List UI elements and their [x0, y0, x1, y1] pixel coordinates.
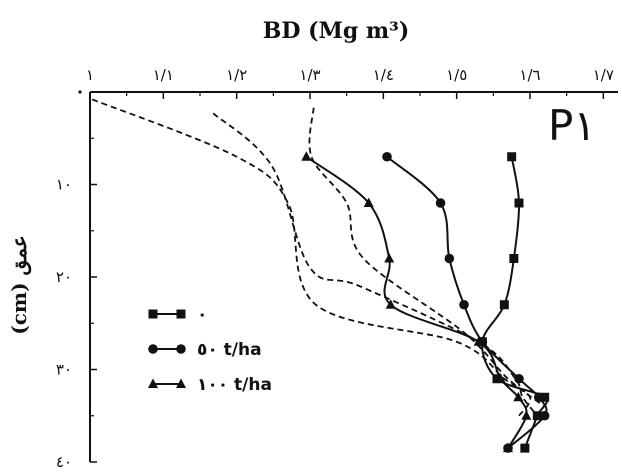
x-tick-label: ١/٢: [226, 66, 247, 84]
data-point-square: [514, 198, 524, 208]
x-tick-label: ١/٣: [299, 66, 320, 84]
data-point-circle: [514, 373, 524, 384]
x-tick-label: ١: [86, 66, 94, 84]
data-point-circle: [382, 151, 392, 162]
panel-label: P١: [548, 101, 596, 150]
data-point-square: [507, 152, 517, 162]
data-point-square: [509, 254, 519, 263]
y-tick-label: ٢٠: [56, 268, 72, 286]
x-tick-label: ١/٦: [519, 66, 540, 84]
data-point-square: [176, 309, 186, 319]
data-point-triangle: [384, 253, 395, 263]
series-line: [305, 155, 528, 449]
data-point-square: [148, 309, 158, 319]
data-point-circle: [435, 198, 446, 208]
series-3: [301, 151, 532, 453]
series-1: [477, 152, 550, 453]
data-point-triangle: [495, 373, 506, 383]
data-point-triangle: [503, 442, 513, 453]
x-tick-label: ١/١: [153, 66, 174, 84]
data-point-square: [499, 300, 509, 310]
y-tick-label: ٣٠: [56, 361, 72, 379]
data-point-square: [520, 443, 530, 453]
series-line: [308, 107, 546, 408]
data-point-circle: [176, 344, 186, 354]
x-tick-label: ١/٤: [373, 66, 394, 84]
data-point-triangle: [513, 391, 524, 402]
chart-title: BD (Mg m³): [263, 18, 409, 44]
data-point-circle: [459, 299, 469, 310]
axes: ١ ١/١ ١/٢ ١/٣ ١/٤ ١/٥ ١/٦ ١/٧ ١٠ ٢٠ ٣٠ ٤٠: [56, 66, 618, 471]
data-point-triangle: [301, 151, 312, 161]
x-tick-label: ١/٥: [446, 66, 467, 84]
series-line: [91, 98, 532, 417]
data-point-square: [540, 392, 550, 402]
y-tick-label: ١٠: [56, 176, 72, 194]
legend-label: ٠: [197, 305, 207, 325]
series-2: [382, 151, 550, 453]
data-point-triangle: [148, 378, 158, 388]
legend-label: ١٠٠ t/ha: [197, 375, 272, 395]
legend-item: ١٠٠ t/ha: [148, 375, 272, 395]
series-4: [91, 98, 532, 417]
data-point-circle: [444, 253, 455, 264]
legend-item: ٠: [148, 305, 207, 325]
series-line: [212, 112, 539, 417]
y-axis-label: (cm) عمق: [7, 235, 32, 334]
data-point-triangle: [176, 378, 186, 388]
legend-item: ٥٠ t/ha: [148, 340, 262, 360]
data-point-circle: [148, 344, 158, 354]
legend-label: ٥٠ t/ha: [197, 340, 262, 360]
data-point-square: [492, 374, 502, 384]
data-point-triangle: [385, 299, 396, 309]
data-point-triangle: [363, 197, 374, 207]
series-6: [308, 107, 546, 408]
y-tick-label: ٤٠: [56, 453, 72, 471]
data-point-triangle: [521, 410, 532, 420]
origin-dot: [78, 90, 82, 94]
series-5: [212, 112, 539, 417]
series-layer: [91, 98, 550, 453]
legend: ٠ ٥٠ t/ha ١٠٠ t/ha: [148, 305, 272, 395]
data-point-circle: [539, 410, 550, 421]
x-tick-label: ١/٧: [593, 66, 614, 84]
